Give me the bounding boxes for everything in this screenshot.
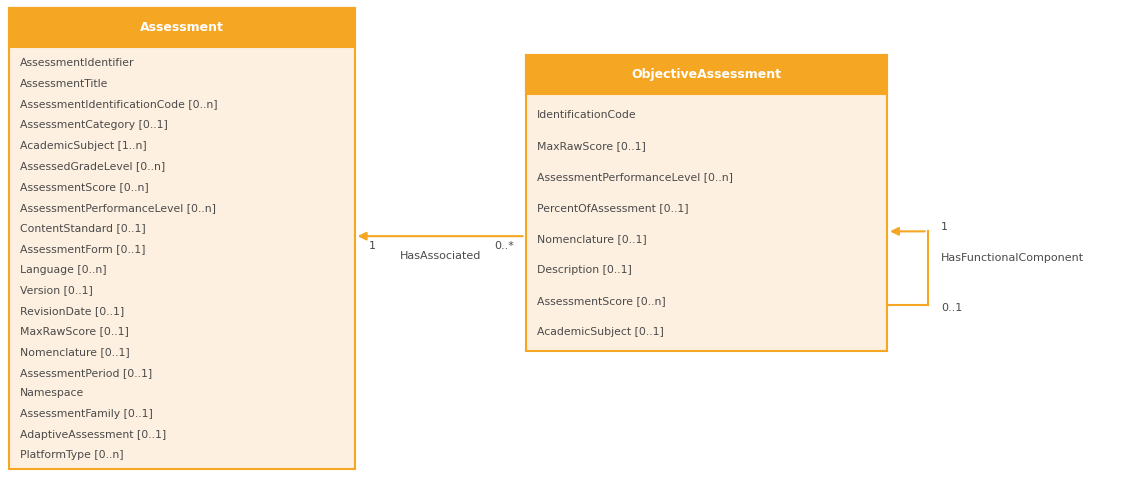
Text: 1: 1 bbox=[368, 240, 375, 251]
Text: Version [0..1]: Version [0..1] bbox=[20, 285, 93, 295]
Text: Description [0..1]: Description [0..1] bbox=[537, 265, 631, 275]
Text: MaxRawScore [0..1]: MaxRawScore [0..1] bbox=[20, 326, 129, 336]
Text: AssessmentPeriod [0..1]: AssessmentPeriod [0..1] bbox=[20, 368, 153, 378]
Text: 0..1: 0..1 bbox=[941, 303, 962, 313]
Text: Nomenclature [0..1]: Nomenclature [0..1] bbox=[537, 234, 647, 244]
Text: AssessmentFamily [0..1]: AssessmentFamily [0..1] bbox=[20, 409, 153, 419]
Text: PercentOfAssessment [0..1]: PercentOfAssessment [0..1] bbox=[537, 203, 688, 213]
Bar bbox=[526, 55, 887, 94]
Text: Nomenclature [0..1]: Nomenclature [0..1] bbox=[20, 347, 130, 357]
Text: AssessmentIdentificationCode [0..n]: AssessmentIdentificationCode [0..n] bbox=[20, 99, 218, 109]
Text: AssessmentIdentifier: AssessmentIdentifier bbox=[20, 58, 135, 68]
Text: HasFunctionalComponent: HasFunctionalComponent bbox=[941, 253, 1084, 263]
Text: RevisionDate [0..1]: RevisionDate [0..1] bbox=[20, 306, 125, 316]
Bar bbox=[526, 55, 887, 351]
Text: AssessmentScore [0..n]: AssessmentScore [0..n] bbox=[20, 182, 149, 192]
Text: PlatformType [0..n]: PlatformType [0..n] bbox=[20, 450, 124, 460]
Bar bbox=[9, 8, 355, 47]
Text: AssessmentScore [0..n]: AssessmentScore [0..n] bbox=[537, 296, 666, 306]
Text: AssessmentPerformanceLevel [0..n]: AssessmentPerformanceLevel [0..n] bbox=[20, 203, 217, 213]
Text: 1: 1 bbox=[941, 222, 948, 232]
Text: HasAssociated: HasAssociated bbox=[400, 251, 481, 261]
Bar bbox=[9, 8, 355, 469]
Text: Language [0..n]: Language [0..n] bbox=[20, 264, 107, 275]
Text: AcademicSubject [1..n]: AcademicSubject [1..n] bbox=[20, 141, 147, 151]
Text: AssessmentPerformanceLevel [0..n]: AssessmentPerformanceLevel [0..n] bbox=[537, 172, 733, 182]
Text: AssessmentCategory [0..1]: AssessmentCategory [0..1] bbox=[20, 120, 168, 130]
Text: AcademicSubject [0..1]: AcademicSubject [0..1] bbox=[537, 327, 664, 337]
Text: AssessmentForm [0..1]: AssessmentForm [0..1] bbox=[20, 244, 146, 254]
Text: 0..*: 0..* bbox=[494, 240, 514, 251]
Text: AssessmentTitle: AssessmentTitle bbox=[20, 79, 109, 89]
Text: ContentStandard [0..1]: ContentStandard [0..1] bbox=[20, 223, 146, 233]
Text: MaxRawScore [0..1]: MaxRawScore [0..1] bbox=[537, 141, 646, 151]
Text: Namespace: Namespace bbox=[20, 388, 84, 398]
Text: AdaptiveAssessment [0..1]: AdaptiveAssessment [0..1] bbox=[20, 430, 166, 440]
Text: Assessment: Assessment bbox=[140, 21, 223, 34]
Text: ObjectiveAssessment: ObjectiveAssessment bbox=[631, 68, 782, 81]
Text: IdentificationCode: IdentificationCode bbox=[537, 110, 637, 120]
Text: AssessedGradeLevel [0..n]: AssessedGradeLevel [0..n] bbox=[20, 161, 165, 171]
